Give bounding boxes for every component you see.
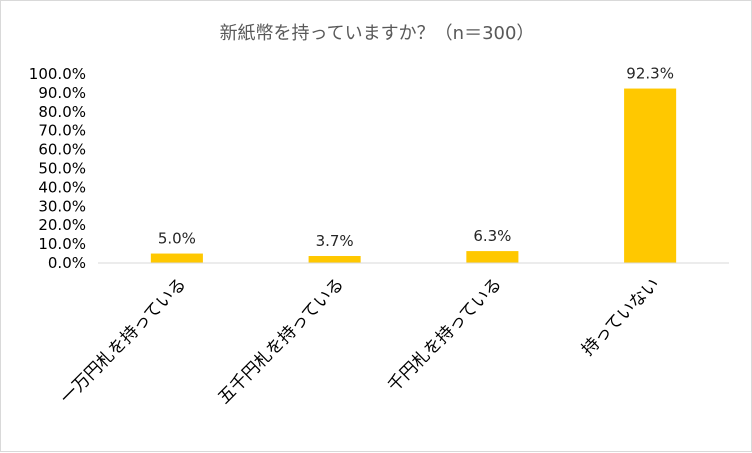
y-tick-label: 70.0% xyxy=(38,122,86,140)
y-tick-label: 40.0% xyxy=(38,178,86,196)
bar xyxy=(624,88,677,263)
y-tick-label: 80.0% xyxy=(38,103,86,121)
bar xyxy=(466,251,519,263)
data-labels: 5.0% 3.7% 6.3% 92.3% xyxy=(158,65,674,250)
y-tick-label: 10.0% xyxy=(38,235,86,253)
bar xyxy=(150,253,203,263)
category-labels: 一万円札を持っている 五千円札を持っている 千円札を持っている 持っていない xyxy=(57,274,664,408)
category-label: 持っていない xyxy=(578,274,664,360)
category-label: 一万円札を持っている xyxy=(57,274,191,408)
y-tick-label: 0.0% xyxy=(48,254,86,272)
y-tick-label: 60.0% xyxy=(38,141,86,159)
y-tick-label: 50.0% xyxy=(38,160,86,178)
chart-title: 新紙幣を持っていますか？（n＝300） xyxy=(220,23,535,44)
y-tick-label: 20.0% xyxy=(38,216,86,234)
data-label: 6.3% xyxy=(473,227,511,245)
y-tick-label: 100.0% xyxy=(29,65,86,83)
data-label: 92.3% xyxy=(626,65,674,83)
data-label: 3.7% xyxy=(316,232,354,250)
y-tick-label: 90.0% xyxy=(38,84,86,102)
y-tick-label: 30.0% xyxy=(38,197,86,215)
category-label: 千円札を持っている xyxy=(384,274,506,396)
category-label: 五千円札を持っている xyxy=(214,274,348,408)
y-axis-ticks: 0.0%10.0%20.0%30.0%40.0%50.0%60.0%70.0%8… xyxy=(29,65,86,272)
bars xyxy=(150,88,677,263)
bar xyxy=(308,256,361,263)
data-label: 5.0% xyxy=(158,230,196,248)
